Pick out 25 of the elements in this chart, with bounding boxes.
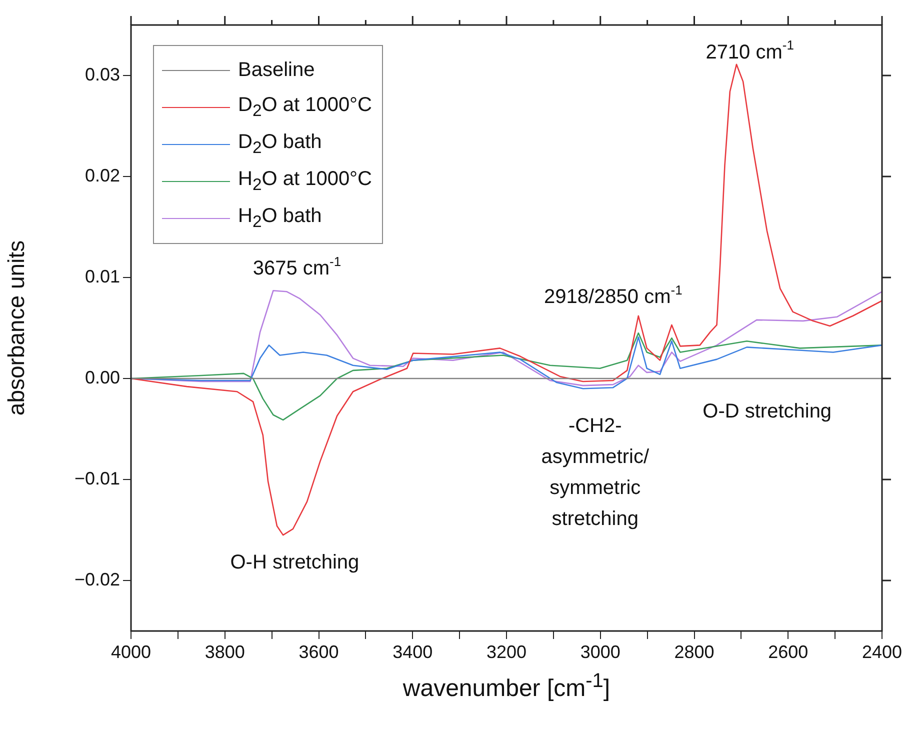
annotation: O-H stretching [230,552,360,574]
legend-label: Baseline [238,59,315,82]
y-tick-label: −0.02 [74,569,120,590]
legend-label: H$_{2}$O bath [238,205,322,232]
x-tick-label: 2800 [674,642,714,662]
y-tick-label: −0.01 [74,468,120,488]
x-tick-label: 3200 [486,642,527,662]
x-tick-label: 3600 [298,642,339,662]
y-tick-label: 0.02 [84,165,120,186]
y-tick-label: 0.01 [84,266,120,286]
x-tick-label: 4000 [110,642,152,662]
legend-label: D$_{2}$O at 1000°C [238,94,372,121]
annotation: -CH2- asymmetric/ symmetric stretching [541,414,650,530]
x-tick-label: 2400 [862,642,902,662]
x-tick-label: 3800 [204,642,245,662]
y-tick-label: 0.00 [84,367,120,388]
x-tick-label: 3000 [580,642,620,662]
y-axis-title: absorbance units [3,240,30,416]
x-axis-title: wavenumber [cm$^{-1}$] [402,670,612,703]
x-tick-label: 2600 [768,642,808,662]
x-tick-label: 3400 [392,642,433,662]
legend-label: H$_{2}$O at 1000°C [238,168,372,195]
annotation: O-D stretching [702,400,832,423]
y-tick-label: 0.03 [84,64,120,84]
legend-label: D$_{2}$O bath [238,131,322,158]
